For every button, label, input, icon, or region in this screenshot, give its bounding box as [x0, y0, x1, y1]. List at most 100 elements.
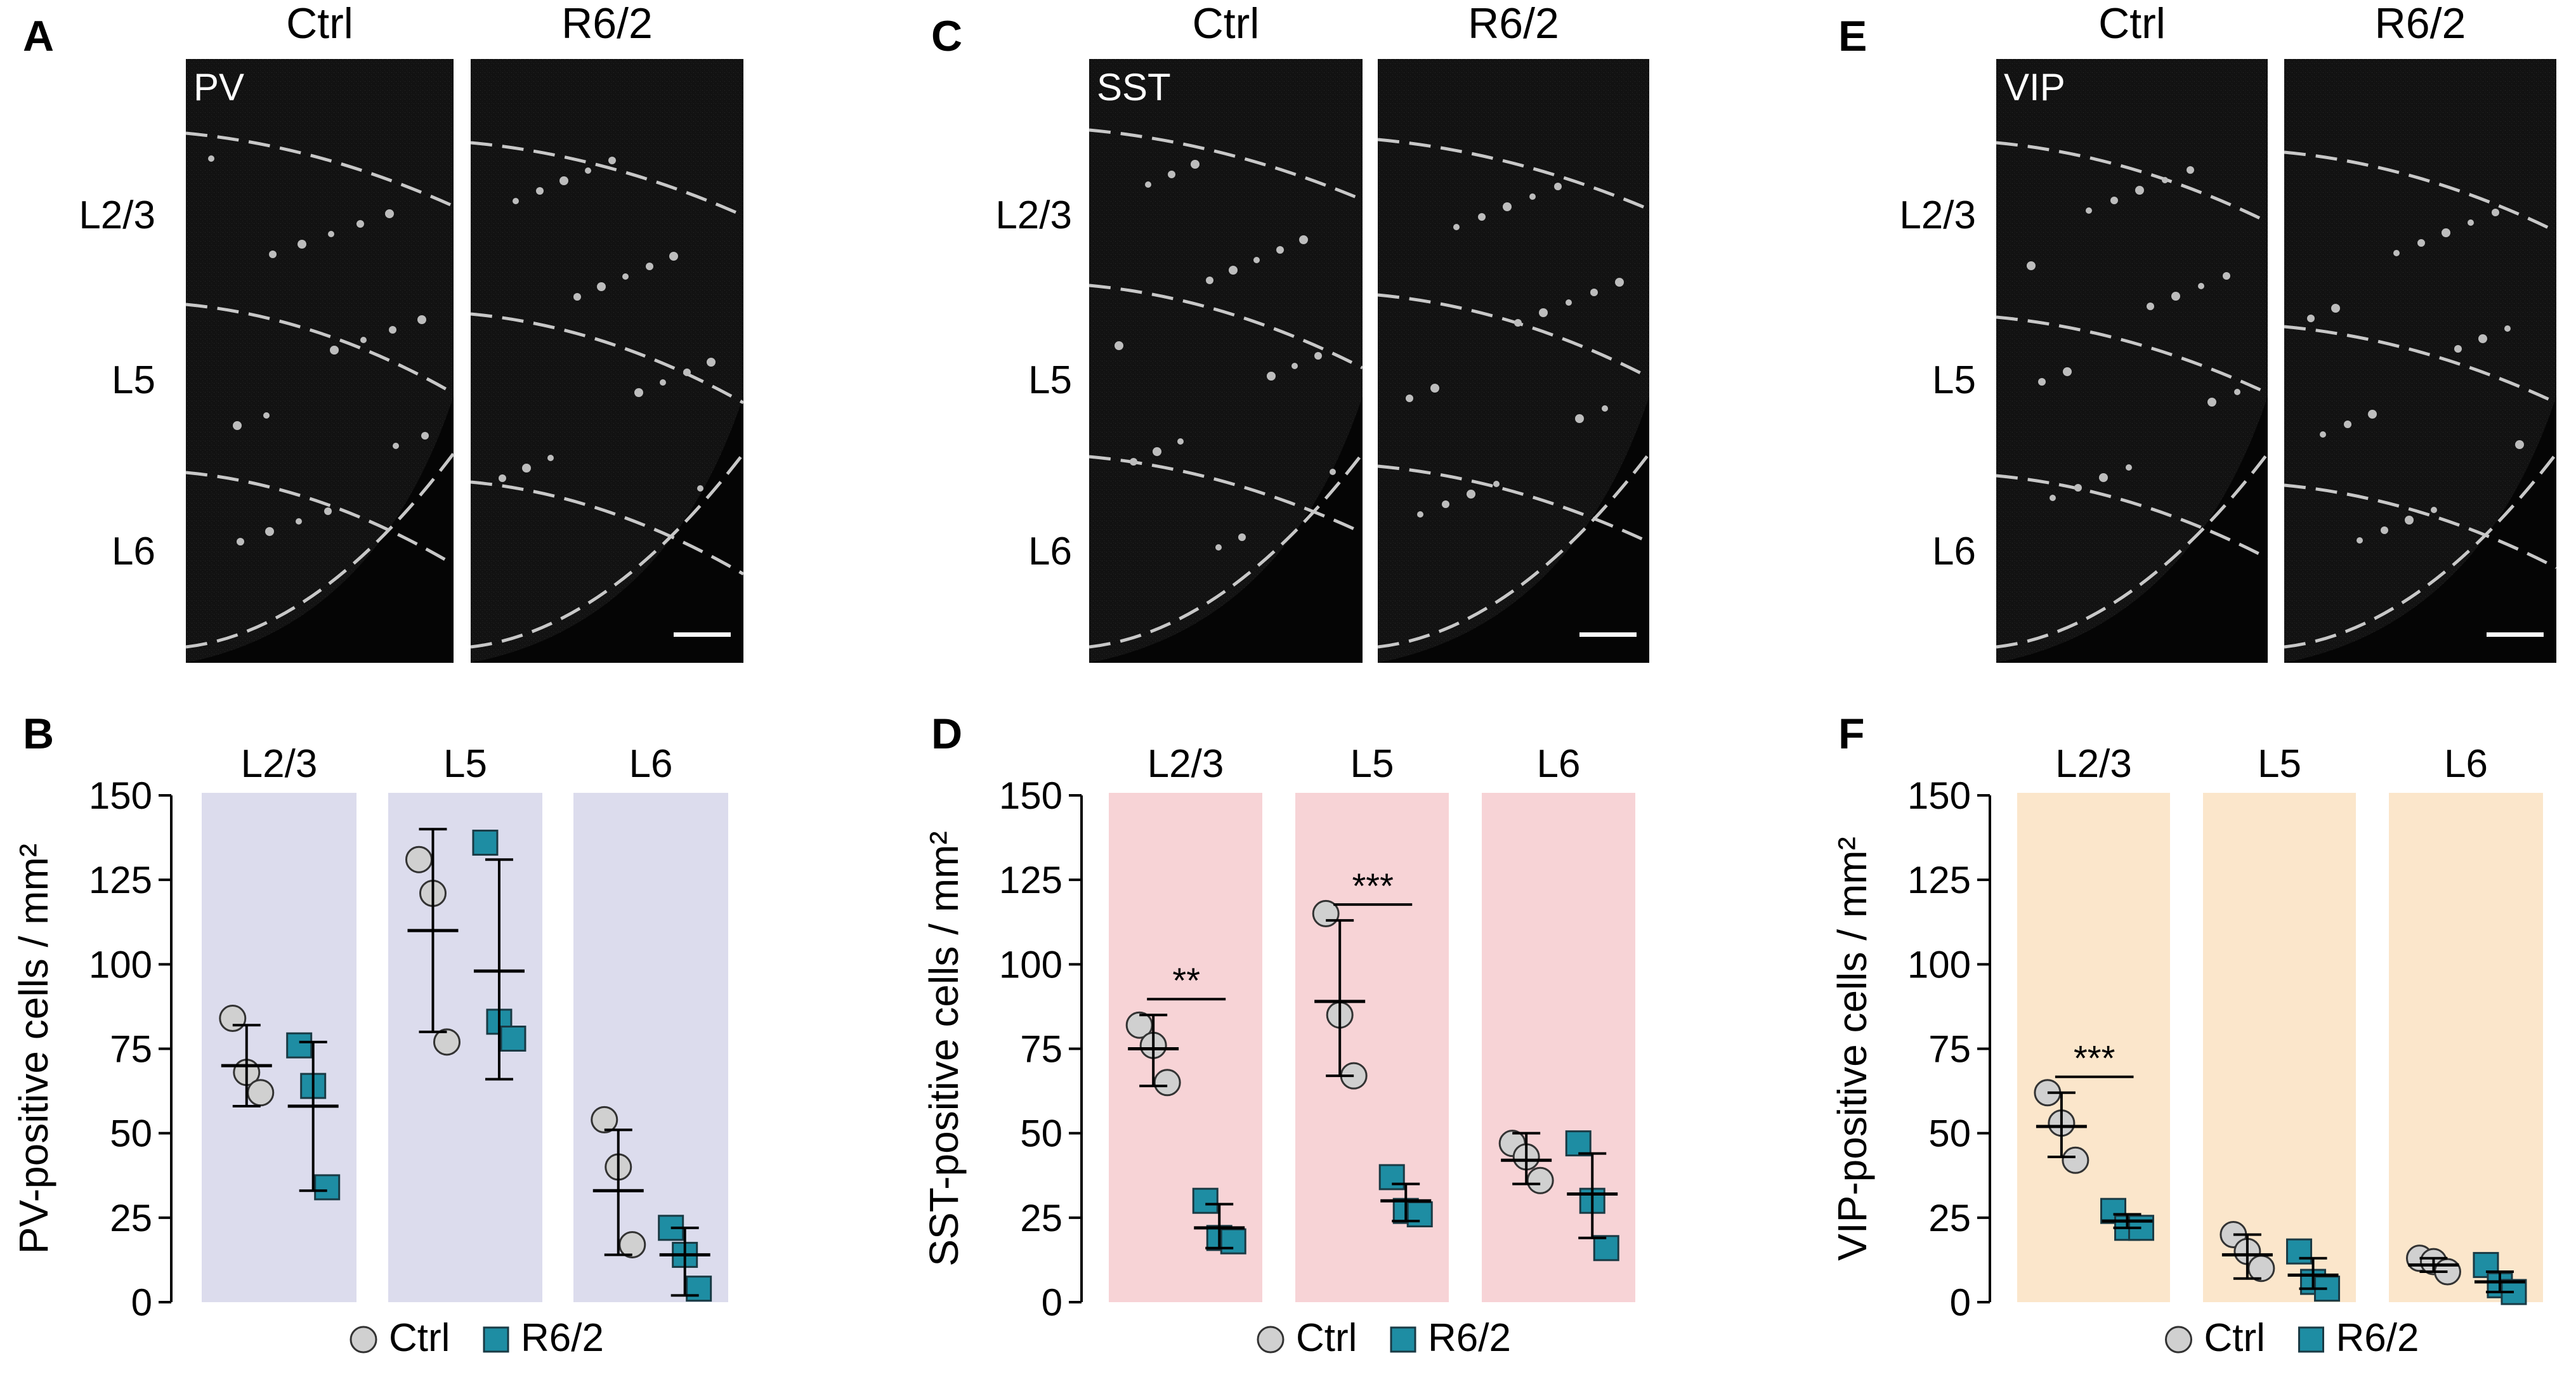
category-label: L2/3	[2055, 742, 2132, 786]
ctrl-point	[2062, 1146, 2089, 1174]
r62-point	[1378, 1164, 1405, 1191]
labeled-cell	[1554, 183, 1562, 190]
r62-point	[686, 1276, 712, 1302]
labeled-cell	[1229, 266, 1238, 275]
category-label: L5	[443, 742, 487, 786]
labeled-cell	[2504, 325, 2511, 332]
legend-ctrl-label: Ctrl	[1296, 1316, 1357, 1360]
labeled-cell	[1130, 458, 1137, 466]
labeled-cell	[2135, 186, 2144, 195]
labeled-cell	[1430, 384, 1439, 393]
layer-label: L2/3	[1899, 193, 1976, 237]
layer-boundary	[1089, 284, 1364, 370]
legend-r62-icon	[1390, 1326, 1416, 1353]
category-label: L6	[2444, 742, 2488, 786]
labeled-cell	[2331, 304, 2340, 313]
labeled-cell	[1442, 500, 1449, 508]
layer-boundary	[185, 303, 455, 395]
y-tick-label: 125	[89, 859, 152, 901]
labeled-cell	[1503, 202, 1512, 211]
labeled-cell	[2063, 367, 2072, 376]
labeled-cell	[297, 240, 306, 249]
y-tick-label: 75	[110, 1028, 152, 1071]
chart-b: B L2/3 L5 L6 0 25 50 75 100 125 150 PV-positive cel…	[11, 710, 728, 1360]
y-tick-label: 50	[1928, 1113, 1971, 1155]
labeled-cell	[573, 293, 581, 301]
labeled-cell	[1615, 278, 1624, 287]
labeled-cell	[2147, 303, 2154, 310]
labeled-cell	[1406, 395, 1413, 402]
labeled-cell	[707, 358, 716, 367]
tissue-edge	[471, 396, 743, 663]
significance-label: ***	[2074, 1038, 2115, 1078]
labeled-cell	[1115, 341, 1123, 350]
labeled-cell	[597, 282, 606, 291]
chart-f: F L2/3 L5 L6 0 25 50 75 100 125 150 VIP-positive ce…	[1829, 710, 2543, 1360]
labeled-cell	[660, 379, 666, 386]
labeled-cell	[585, 167, 591, 174]
chart-panels: B L2/3 L5 L6 0 25 50 75 100 125 150 PV-positive cel…	[11, 710, 2543, 1360]
labeled-cell	[2162, 177, 2168, 183]
labeled-cell	[296, 518, 302, 525]
legend-r62-icon	[483, 1326, 509, 1353]
panel-letter: E	[1838, 12, 1867, 60]
layer-boundary	[1996, 315, 2269, 395]
labeled-cell	[237, 538, 244, 545]
labeled-cell	[634, 388, 643, 397]
micrograph-panel-pv: A Ctrl R6/2 PV L2/3 L5 L6	[23, 0, 745, 663]
r62-point	[1220, 1228, 1246, 1255]
layer-boundary	[1996, 141, 2269, 224]
labeled-cell	[393, 443, 399, 449]
layer-boundary	[185, 452, 455, 649]
labeled-cell	[683, 369, 691, 376]
labeled-cell	[1478, 213, 1486, 221]
labeled-cell	[328, 231, 334, 237]
labeled-cell	[1168, 171, 1175, 178]
tissue-edge	[1378, 396, 1649, 663]
ctrl-point	[591, 1106, 618, 1133]
labeled-cell	[2417, 239, 2425, 247]
layer-band	[2203, 793, 2356, 1302]
labeled-cell	[559, 176, 568, 185]
y-tick-label: 75	[1020, 1028, 1062, 1071]
y-tick-label: 100	[1907, 943, 1971, 986]
labeled-cell	[1206, 277, 1213, 284]
labeled-cell	[1215, 544, 1222, 551]
labeled-cell	[2478, 334, 2487, 343]
marker-label: PV	[193, 66, 244, 108]
labeled-cell	[513, 198, 519, 204]
labeled-cell	[1238, 533, 1246, 541]
r62-point	[500, 1026, 526, 1052]
ctrl-point	[433, 1028, 461, 1056]
layer-boundary	[2284, 150, 2558, 233]
category-label: L2/3	[241, 742, 318, 786]
y-tick-label: 50	[110, 1113, 152, 1155]
legend-ctrl-icon	[2165, 1326, 2192, 1354]
legend-ctrl-icon	[350, 1326, 377, 1354]
labeled-cell	[697, 485, 703, 492]
labeled-cell	[389, 326, 396, 334]
layer-label: L6	[1028, 530, 1072, 573]
ctrl-point	[1526, 1166, 1554, 1194]
labeled-cell	[2234, 389, 2240, 395]
chart-d: D L2/3 L5 L6 0 25 50 75 100 125 150 SST-positive ce…	[921, 710, 1635, 1360]
labeled-cell	[1417, 511, 1423, 518]
labeled-cell	[2368, 410, 2377, 419]
category-label: L2/3	[1147, 742, 1224, 786]
r62-point	[1406, 1201, 1433, 1228]
layer-boundary	[2284, 325, 2558, 405]
labeled-cell	[1566, 299, 1572, 306]
labeled-cell	[421, 432, 429, 440]
tissue-edge	[1996, 396, 2268, 663]
labeled-cell	[2468, 219, 2474, 226]
labeled-cell	[1453, 224, 1460, 230]
labeled-cell	[1493, 481, 1500, 487]
r62-point	[1565, 1130, 1592, 1157]
legend-r62-icon	[2298, 1326, 2324, 1353]
y-tick-label: 100	[89, 943, 152, 986]
labeled-cell	[330, 346, 339, 355]
labeled-cell	[2207, 398, 2216, 407]
scale-bar	[674, 632, 731, 637]
column-label-ctrl: Ctrl	[2098, 0, 2166, 48]
labeled-cell	[265, 527, 274, 536]
